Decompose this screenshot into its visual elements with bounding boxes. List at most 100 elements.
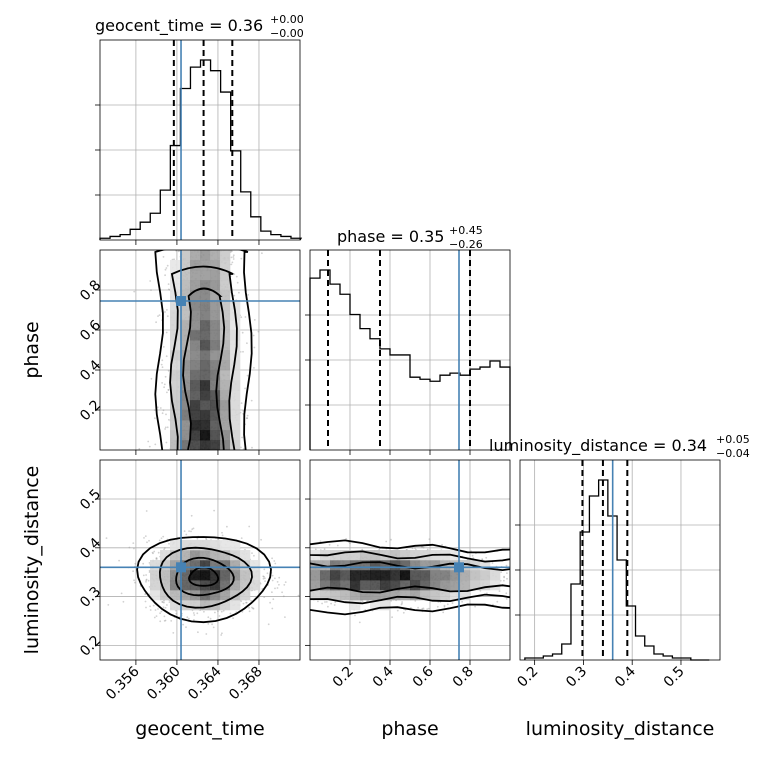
density-cell xyxy=(370,590,381,601)
density-cell xyxy=(170,440,181,450)
scatter-point xyxy=(302,592,304,594)
contour-level-2 xyxy=(158,546,253,609)
scatter-point xyxy=(134,581,136,584)
scatter-point xyxy=(132,570,135,573)
density-cell xyxy=(350,560,361,571)
density-cell xyxy=(350,600,361,611)
scatter-point xyxy=(304,535,306,537)
scatter-point xyxy=(253,346,256,349)
density-cell xyxy=(180,400,191,411)
scatter-point xyxy=(257,330,260,333)
scatter-point xyxy=(155,615,158,617)
scatter-point xyxy=(193,619,195,621)
scatter-point xyxy=(240,257,243,260)
density-cell xyxy=(480,580,491,591)
scatter-point xyxy=(148,539,150,542)
density-cell xyxy=(170,370,181,381)
density-cell xyxy=(220,440,231,450)
scatter-point xyxy=(293,577,295,579)
scatter-point xyxy=(264,572,266,574)
scatter-point xyxy=(521,580,523,582)
density-cell xyxy=(230,370,241,381)
density-cell xyxy=(170,360,181,371)
scatter-point xyxy=(516,596,518,598)
density-cell xyxy=(360,570,371,581)
scatter-point xyxy=(334,601,337,604)
scatter-point xyxy=(523,596,525,598)
x-tick-label-geocent_time: 0.356 xyxy=(103,663,143,703)
contours-luminosity_distance-vs-geocent_time xyxy=(136,536,272,624)
scatter-point xyxy=(543,587,545,589)
scatter-point xyxy=(153,616,156,619)
scatter-point xyxy=(157,315,159,317)
scatter-point xyxy=(324,601,326,603)
density-cell xyxy=(190,370,201,381)
density-cell xyxy=(190,250,201,261)
scatter-point xyxy=(196,612,199,615)
scatter-point xyxy=(271,607,274,610)
scatter-point xyxy=(282,609,284,611)
density-cell xyxy=(170,420,181,431)
scatter-point xyxy=(428,538,431,541)
scatter-point xyxy=(274,550,276,552)
contour-level-1 xyxy=(175,556,235,597)
scatter-point xyxy=(254,591,256,593)
scatter-point xyxy=(240,446,242,449)
scatter-point xyxy=(277,563,279,565)
density-cell xyxy=(160,560,171,571)
title-luminosity-distance: luminosity_distance = 0.34 xyxy=(489,436,707,456)
scatter-point xyxy=(164,375,167,378)
scatter-point xyxy=(276,581,279,583)
scatter-point xyxy=(235,275,238,278)
density-cell xyxy=(230,580,241,591)
density-cell xyxy=(170,560,181,571)
scatter-point xyxy=(132,542,135,544)
density-cell xyxy=(210,370,221,381)
scatter-point xyxy=(149,605,152,608)
scatter-point xyxy=(162,409,165,412)
scatter-point xyxy=(517,592,519,594)
density-cell xyxy=(410,550,421,561)
density-cell xyxy=(180,590,191,601)
scatter-point xyxy=(275,592,277,594)
density-cell xyxy=(220,420,231,431)
scatter-point xyxy=(276,587,279,589)
density-cell xyxy=(370,580,381,591)
density-cell xyxy=(410,580,421,591)
contour-level-3 xyxy=(136,536,272,624)
density-cell xyxy=(170,590,181,601)
scatter-point xyxy=(314,548,317,551)
scatter-point xyxy=(245,417,248,420)
scatter-point xyxy=(230,263,233,266)
scatter-point xyxy=(263,575,265,578)
scatter-point xyxy=(261,588,264,590)
scatter-point xyxy=(241,436,244,439)
scatter-point xyxy=(515,582,517,584)
scatter-point xyxy=(305,583,307,585)
scatter-point xyxy=(192,527,195,530)
scatter-point xyxy=(152,604,155,607)
density-cell xyxy=(470,580,481,591)
density-cell xyxy=(150,580,161,591)
density-cell xyxy=(390,550,401,561)
scatter-point xyxy=(276,579,278,581)
density-cell xyxy=(420,550,431,561)
density-cell xyxy=(210,560,221,571)
scatter-point xyxy=(155,557,158,559)
density-cell xyxy=(190,350,201,361)
scatter-point xyxy=(515,589,517,591)
scatter-point xyxy=(500,571,502,573)
density-cell xyxy=(350,580,361,591)
title-phase-upper: +0.45 xyxy=(449,224,483,237)
density-cell xyxy=(190,330,201,341)
scatter-point xyxy=(292,560,294,562)
scatter-point xyxy=(274,587,276,590)
density-cell xyxy=(230,330,241,341)
density-cell xyxy=(190,430,201,441)
scatter-point xyxy=(285,564,287,566)
scatter-point xyxy=(214,611,216,614)
scatter-point xyxy=(301,568,303,570)
density-cell xyxy=(200,330,211,341)
scatter-point xyxy=(190,514,193,517)
xlabel-geocent-time: geocent_time xyxy=(135,718,264,740)
